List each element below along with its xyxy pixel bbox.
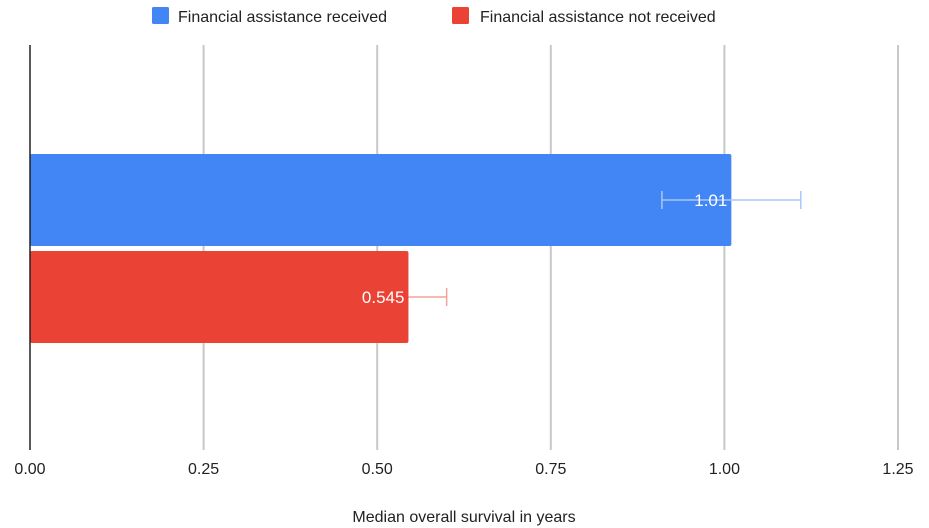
x-tick-label: 1.00 <box>709 461 740 478</box>
bar-value-label: 1.01 <box>694 191 727 210</box>
bar <box>30 251 409 343</box>
x-tick-label: 0.00 <box>14 461 45 478</box>
legend-label: Financial assistance received <box>178 9 387 26</box>
legend-swatch <box>152 7 169 24</box>
x-tick-label: 1.25 <box>882 461 913 478</box>
x-tick-label: 0.75 <box>535 461 566 478</box>
x-tick-label: 0.50 <box>362 461 393 478</box>
legend-swatch <box>452 7 469 24</box>
bar-value-label: 0.545 <box>362 288 405 307</box>
x-axis-title: Median overall survival in years <box>352 509 575 526</box>
data-labels: 1.01 0.545 <box>362 191 727 307</box>
error-bars <box>408 191 802 306</box>
bar <box>30 154 732 246</box>
legend: Financial assistance received Financial a… <box>152 7 716 26</box>
x-tick-labels: 0.00 0.25 0.50 0.75 1.00 1.25 <box>14 461 913 478</box>
legend-label: Financial assistance not received <box>480 9 716 26</box>
gridlines <box>202 45 899 450</box>
x-tick-label: 0.25 <box>188 461 219 478</box>
bars <box>30 154 732 343</box>
